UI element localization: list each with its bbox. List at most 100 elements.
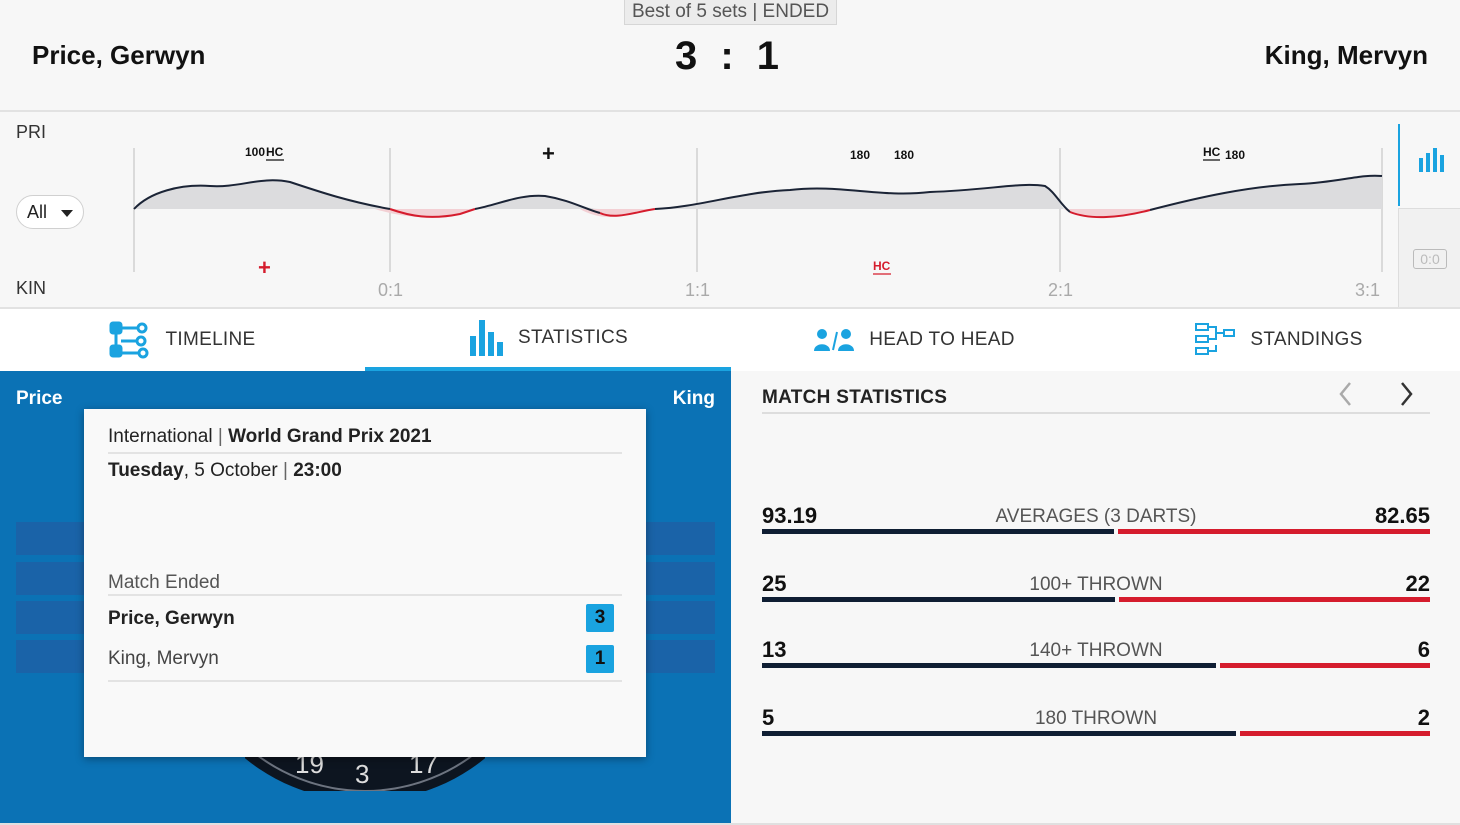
set-mark-label: 1:1	[685, 280, 710, 300]
momentum-chart: 100 HC + 180 180 HC 180 + HC 0:1 1:1 2:1	[133, 141, 1383, 300]
tab-statistics-label: STATISTICS	[518, 327, 628, 348]
score-toggle-label: 0:0	[1413, 249, 1447, 269]
stat-label: AVERAGES (3 DARTS)	[995, 506, 1197, 527]
tracker-row	[16, 601, 86, 634]
tracker-home-name: Price	[16, 388, 63, 409]
stat-row: 25 100+ THROWN 22	[762, 571, 1430, 621]
momentum-line	[389, 208, 476, 218]
chevron-left-icon[interactable]	[1331, 379, 1361, 409]
momentum-line	[133, 179, 391, 210]
stat-row: 93.19 AVERAGES (3 DARTS) 82.65	[762, 503, 1430, 553]
momentum-line	[1069, 209, 1151, 219]
away-player-name[interactable]: King, Mervyn	[1264, 40, 1428, 70]
stat-away-value: 82.65	[1374, 503, 1430, 528]
tab-bar: TIMELINE STATISTICS HEAD TO HEAD	[0, 309, 1460, 371]
tab-timeline-label: TIMELINE	[165, 329, 256, 350]
tab-standings[interactable]: STANDINGS	[1097, 309, 1460, 371]
momentum-away-label: KIN	[16, 278, 47, 298]
event-plus: +	[258, 255, 271, 280]
bar-chart-icon	[1419, 148, 1444, 172]
stat-away-bar	[1240, 731, 1430, 736]
tracker-row	[645, 640, 715, 673]
momentum-line	[474, 194, 601, 214]
info-home-name: Price, Gerwyn	[108, 608, 235, 629]
stat-home-value: 25	[762, 571, 787, 596]
stat-home-value: 5	[762, 705, 775, 730]
stat-home-bar	[762, 663, 1216, 668]
away-momentum-area	[580, 209, 650, 218]
event-hc: HC	[266, 145, 284, 159]
info-home-sets: 3	[586, 604, 614, 632]
momentum-line	[1149, 174, 1383, 211]
stat-row: 5 180 THROWN 2	[762, 705, 1430, 755]
momentum-home-label: PRI	[16, 122, 47, 142]
stat-home-bar	[762, 529, 1114, 534]
set-mark-label: 3:1	[1355, 280, 1380, 300]
tracker-row	[645, 601, 715, 634]
stat-home-value: 93.19	[762, 503, 818, 528]
event-hc: HC	[873, 259, 891, 273]
tab-standings-label: STANDINGS	[1250, 329, 1363, 350]
stat-away-value: 2	[1417, 705, 1430, 730]
board-number: 3	[355, 759, 369, 789]
match-format-badge: Best of 5 sets | ENDED	[624, 0, 837, 25]
head-to-head-icon	[814, 329, 855, 351]
stat-home-bar	[762, 731, 1236, 736]
info-away-name: King, Mervyn	[108, 648, 219, 669]
statistics-icon	[470, 320, 504, 356]
event-180: 180	[850, 148, 870, 162]
info-away-sets: 1	[586, 645, 614, 673]
stat-label: 140+ THROWN	[1029, 640, 1163, 661]
momentum-line	[599, 208, 656, 217]
match-statistics-panel: MATCH STATISTICS 93.19 AVERAGES (3 DARTS…	[731, 371, 1460, 825]
momentum-line	[654, 183, 1071, 213]
tracker-row	[16, 562, 86, 595]
chevron-right-icon[interactable]	[1391, 379, 1421, 409]
tracker-row	[16, 640, 86, 673]
home-momentum-area	[1150, 175, 1382, 209]
set-mark-label: 0:1	[378, 280, 403, 300]
stat-away-value: 22	[1405, 571, 1430, 596]
match-score: 3 : 1	[674, 34, 786, 78]
stats-divider	[762, 412, 1430, 414]
header-divider	[0, 110, 1460, 112]
match-day: Tuesday	[108, 460, 184, 481]
stat-home-bar	[762, 597, 1115, 602]
standings-icon	[1195, 323, 1236, 355]
stat-home-value: 13	[762, 637, 787, 662]
momentum-filter-select[interactable]: All	[16, 195, 84, 229]
tab-head-to-head-label: HEAD TO HEAD	[869, 329, 1015, 350]
home-player-name[interactable]: Price, Gerwyn	[32, 40, 206, 70]
home-momentum-area	[470, 195, 600, 209]
event-180: 180	[894, 148, 914, 162]
momentum-chart-toggle[interactable]	[1398, 124, 1460, 206]
event-plus: +	[542, 141, 555, 166]
stat-away-bar	[1119, 597, 1430, 602]
tracker-row	[645, 522, 715, 555]
tab-head-to-head[interactable]: HEAD TO HEAD	[731, 309, 1097, 371]
home-momentum-area	[660, 184, 1064, 209]
tab-statistics[interactable]: STATISTICS	[365, 309, 731, 371]
home-momentum-area	[134, 180, 390, 209]
tournament-category: International	[108, 426, 213, 447]
stat-row: 13 140+ THROWN 6	[762, 637, 1430, 687]
momentum-divider	[0, 307, 1460, 309]
match-time: 23:00	[293, 460, 342, 481]
tracker-row	[645, 562, 715, 595]
momentum-panel: PRI KIN All	[0, 112, 1460, 308]
match-status: Match Ended	[108, 572, 220, 593]
page-bottom-divider	[0, 823, 1460, 825]
score-view-toggle[interactable]: 0:0	[1398, 208, 1460, 308]
stat-label: 180 THROWN	[1034, 708, 1158, 729]
event-hc: HC	[1203, 145, 1221, 159]
event-100: 100	[245, 145, 265, 159]
tournament-name[interactable]: World Grand Prix 2021	[228, 426, 432, 447]
momentum-filter-value: All	[27, 202, 48, 222]
stat-away-value: 6	[1417, 637, 1430, 662]
match-info-card: International | World Grand Prix 2021 Tu…	[84, 409, 646, 757]
tab-timeline[interactable]: TIMELINE	[0, 309, 365, 371]
timeline-icon	[109, 321, 149, 359]
set-mark-label: 2:1	[1048, 280, 1073, 300]
chevron-down-icon	[61, 210, 73, 217]
